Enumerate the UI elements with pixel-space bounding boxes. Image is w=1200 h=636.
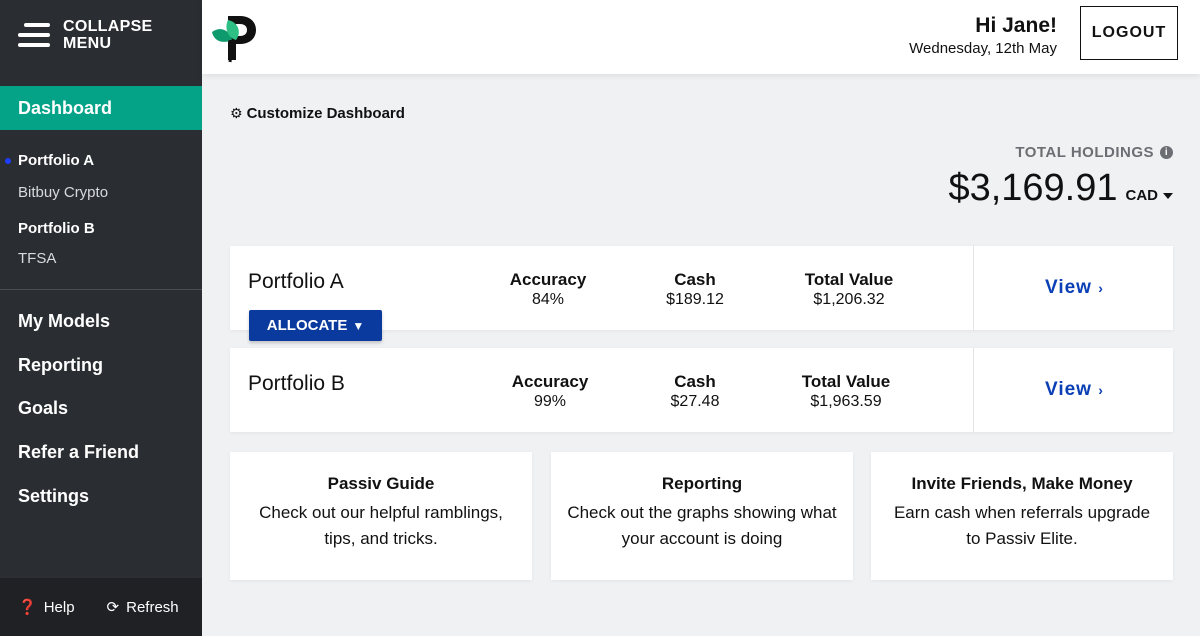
chevron-down-icon: ▼ (352, 318, 365, 333)
card-title: Reporting (661, 474, 743, 493)
portfolio-name: Portfolio A (248, 270, 344, 293)
sidebar-group-portfolio-b[interactable]: Portfolio B (18, 220, 95, 237)
total-value-value: $1,206.32 (813, 291, 885, 308)
invite-friends-card[interactable]: Invite Friends, Make Money Earn cash whe… (871, 452, 1173, 580)
refresh-label: Refresh (126, 598, 179, 616)
refresh-icon: ⟳ (106, 599, 120, 616)
cash-label: Cash (674, 270, 716, 289)
customize-dashboard-button[interactable]: ⚙ Customize Dashboard (230, 105, 405, 122)
card-divider (973, 348, 974, 432)
caret-down-icon (1163, 193, 1173, 200)
sidebar-account-bitbuy-crypto[interactable]: Bitbuy Crypto (18, 184, 109, 201)
view-portfolio-b-link[interactable]: View › (1045, 379, 1104, 401)
portfolio-name: Portfolio B (248, 372, 345, 395)
greeting-text: Hi Jane! (975, 14, 1057, 37)
sidebar-footer: ❓ Help ⟳ Refresh (0, 578, 202, 636)
sidebar-account-tfsa[interactable]: TFSA (18, 250, 57, 267)
help-button[interactable]: ❓ Help (18, 598, 75, 617)
total-value-label: Total Value (804, 270, 894, 289)
cash-stat: Cash $189.12 (666, 270, 724, 309)
question-circle-icon: ❓ (18, 599, 37, 616)
currency-label: CAD (1125, 187, 1159, 204)
allocate-button[interactable]: ALLOCATE ▼ (249, 310, 382, 341)
total-value-stat: Total Value $1,206.32 (805, 270, 894, 309)
collapse-menu-label: COLLAPSE MENU (63, 18, 153, 52)
total-holdings-value: $3,169.91 (948, 167, 1118, 209)
portfolio-card-b: Portfolio B Accuracy 99% Cash $27.48 Tot… (230, 348, 1173, 432)
chevron-right-icon: › (1098, 280, 1104, 296)
reporting-card[interactable]: Reporting Check out the graphs showing w… (551, 452, 853, 580)
gears-icon: ⚙ (230, 105, 243, 121)
active-indicator-dot (5, 158, 11, 164)
total-value-label: Total Value (801, 372, 891, 391)
view-label: View (1045, 277, 1092, 298)
cash-label: Cash (674, 372, 716, 391)
cash-stat: Cash $27.48 (671, 372, 720, 411)
card-description: Check out our helpful ramblings, tips, a… (259, 503, 503, 548)
sidebar-item-dashboard[interactable]: Dashboard (0, 86, 202, 130)
passiv-logo[interactable] (210, 10, 264, 64)
refresh-button[interactable]: ⟳ Refresh (106, 598, 179, 617)
total-holdings-label: TOTAL HOLDINGS i (948, 144, 1173, 161)
card-description: Earn cash when referrals upgrade to Pass… (893, 503, 1151, 548)
allocate-label: ALLOCATE (266, 317, 348, 334)
user-greeting: Hi Jane! Wednesday, 12th May (909, 14, 1057, 57)
accuracy-stat: Accuracy 99% (512, 372, 589, 411)
top-header: Hi Jane! Wednesday, 12th May LOGOUT (202, 0, 1200, 74)
total-holdings-label-text: TOTAL HOLDINGS (1015, 144, 1154, 161)
total-value-stat: Total Value $1,963.59 (802, 372, 891, 411)
cash-value: $189.12 (666, 291, 724, 308)
accuracy-value: 99% (533, 393, 567, 410)
portfolio-card-a: Portfolio A Accuracy 84% Cash $189.12 To… (230, 246, 1173, 341)
card-description: Check out the graphs showing what your a… (567, 503, 837, 548)
sidebar-item-my-models[interactable]: My Models (18, 311, 111, 331)
sidebar-divider (0, 289, 202, 290)
total-holdings-amount: $3,169.91 CAD (948, 167, 1173, 210)
card-title: Invite Friends, Make Money (911, 474, 1133, 493)
accuracy-value: 84% (531, 291, 565, 308)
collapse-menu-button[interactable]: COLLAPSE MENU (18, 18, 153, 52)
sidebar-item-reporting[interactable]: Reporting (18, 355, 103, 375)
current-date: Wednesday, 12th May (909, 40, 1057, 57)
customize-dashboard-label: Customize Dashboard (246, 105, 405, 122)
cash-value: $27.48 (670, 393, 720, 410)
currency-selector[interactable]: CAD (1125, 187, 1173, 204)
info-icon[interactable]: i (1160, 146, 1173, 159)
sidebar-item-goals[interactable]: Goals (18, 398, 69, 418)
sidebar-item-settings[interactable]: Settings (18, 486, 90, 506)
hamburger-icon (18, 23, 50, 47)
view-portfolio-a-link[interactable]: View › (1045, 277, 1104, 299)
sidebar-item-refer-a-friend[interactable]: Refer a Friend (18, 442, 140, 462)
card-divider (973, 246, 974, 330)
accuracy-label: Accuracy (511, 372, 589, 391)
chevron-right-icon: › (1098, 382, 1104, 398)
card-title: Passiv Guide (327, 474, 435, 493)
logout-button[interactable]: LOGOUT (1080, 6, 1178, 60)
total-value-value: $1,963.59 (810, 393, 882, 410)
view-label: View (1045, 379, 1092, 400)
total-holdings: TOTAL HOLDINGS i $3,169.91 CAD (948, 144, 1173, 210)
sidebar: COLLAPSE MENU Dashboard Portfolio A Bitb… (0, 0, 202, 636)
sidebar-item-label: Dashboard (18, 97, 113, 118)
passiv-guide-card[interactable]: Passiv Guide Check out our helpful rambl… (230, 452, 532, 580)
help-label: Help (43, 598, 75, 616)
accuracy-label: Accuracy (509, 270, 587, 289)
accuracy-stat: Accuracy 84% (510, 270, 587, 309)
sidebar-group-portfolio-a[interactable]: Portfolio A (18, 152, 95, 169)
